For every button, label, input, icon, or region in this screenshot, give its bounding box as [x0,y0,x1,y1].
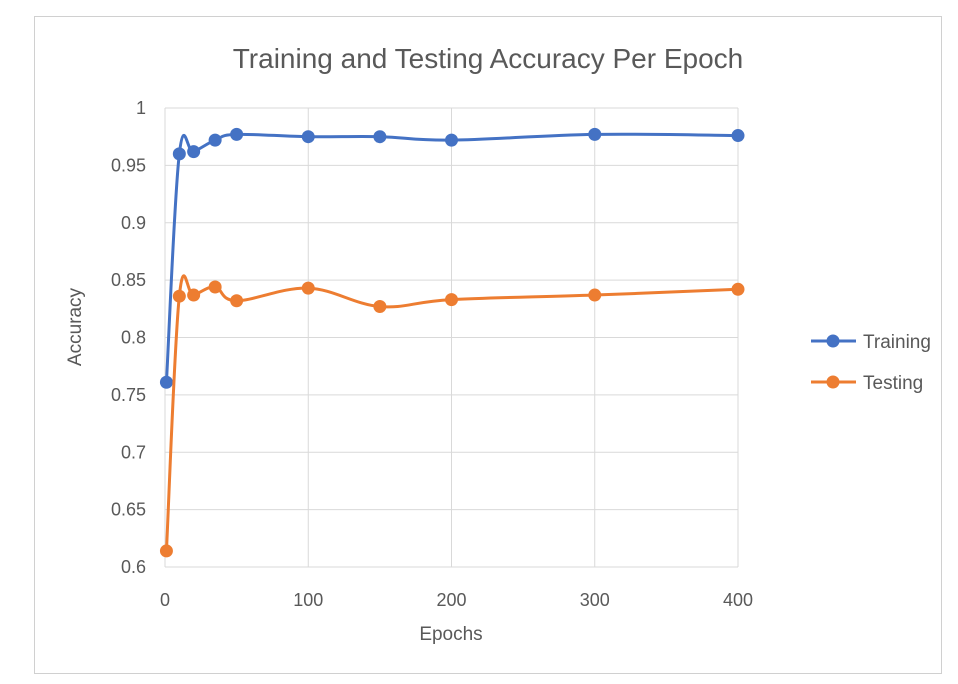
legend-marker [826,375,840,389]
data-point-training [187,145,201,159]
data-point-training [172,147,186,161]
y-tick-label: 0.7 [121,442,146,462]
y-tick-label: 0.95 [111,155,146,175]
y-tick-label: 0.75 [111,385,146,405]
data-point-testing [187,288,201,302]
data-point-testing [172,289,186,303]
data-point-testing [731,282,745,296]
data-point-testing [208,280,222,294]
data-point-training [301,130,315,144]
data-point-testing [445,293,458,307]
data-point-training [445,133,458,147]
chart-title: Training and Testing Accuracy Per Epoch [233,43,744,74]
series-layer [159,127,745,558]
y-tick-label: 1 [136,98,146,118]
y-tick-label: 0.9 [121,213,146,233]
data-point-training [208,133,222,147]
legend-marker [826,334,840,348]
legend: Training Testing [811,332,931,394]
y-tick-label: 0.6 [121,557,146,577]
y-axis-ticks: 0.6 0.65 0.7 0.75 0.8 0.85 0.9 0.95 1 [111,98,146,577]
x-tick-label: 400 [723,590,753,610]
data-point-testing [230,294,244,308]
legend-label-training: Training [863,332,931,353]
data-point-training [373,130,387,144]
data-point-training [731,129,745,143]
data-point-testing [301,281,315,295]
y-tick-label: 0.85 [111,270,146,290]
x-axis-title: Epochs [419,624,482,645]
chart-grid [164,107,739,568]
legend-label-testing: Testing [863,373,923,394]
data-point-testing [588,288,602,302]
data-point-training [159,375,173,389]
x-tick-label: 0 [160,590,170,610]
x-tick-label: 100 [293,590,323,610]
series-line-training [164,132,740,384]
y-axis-title: Accuracy [65,287,86,366]
y-tick-label: 0.65 [111,500,146,520]
x-tick-label: 200 [436,590,466,610]
data-point-training [230,127,244,141]
x-tick-label: 300 [580,590,610,610]
data-point-training [588,127,602,141]
y-tick-label: 0.8 [121,328,146,348]
data-point-testing [159,544,173,558]
x-axis-ticks: 0 100 200 300 400 [160,590,753,610]
data-point-testing [373,300,387,314]
chart-frame [34,16,942,674]
